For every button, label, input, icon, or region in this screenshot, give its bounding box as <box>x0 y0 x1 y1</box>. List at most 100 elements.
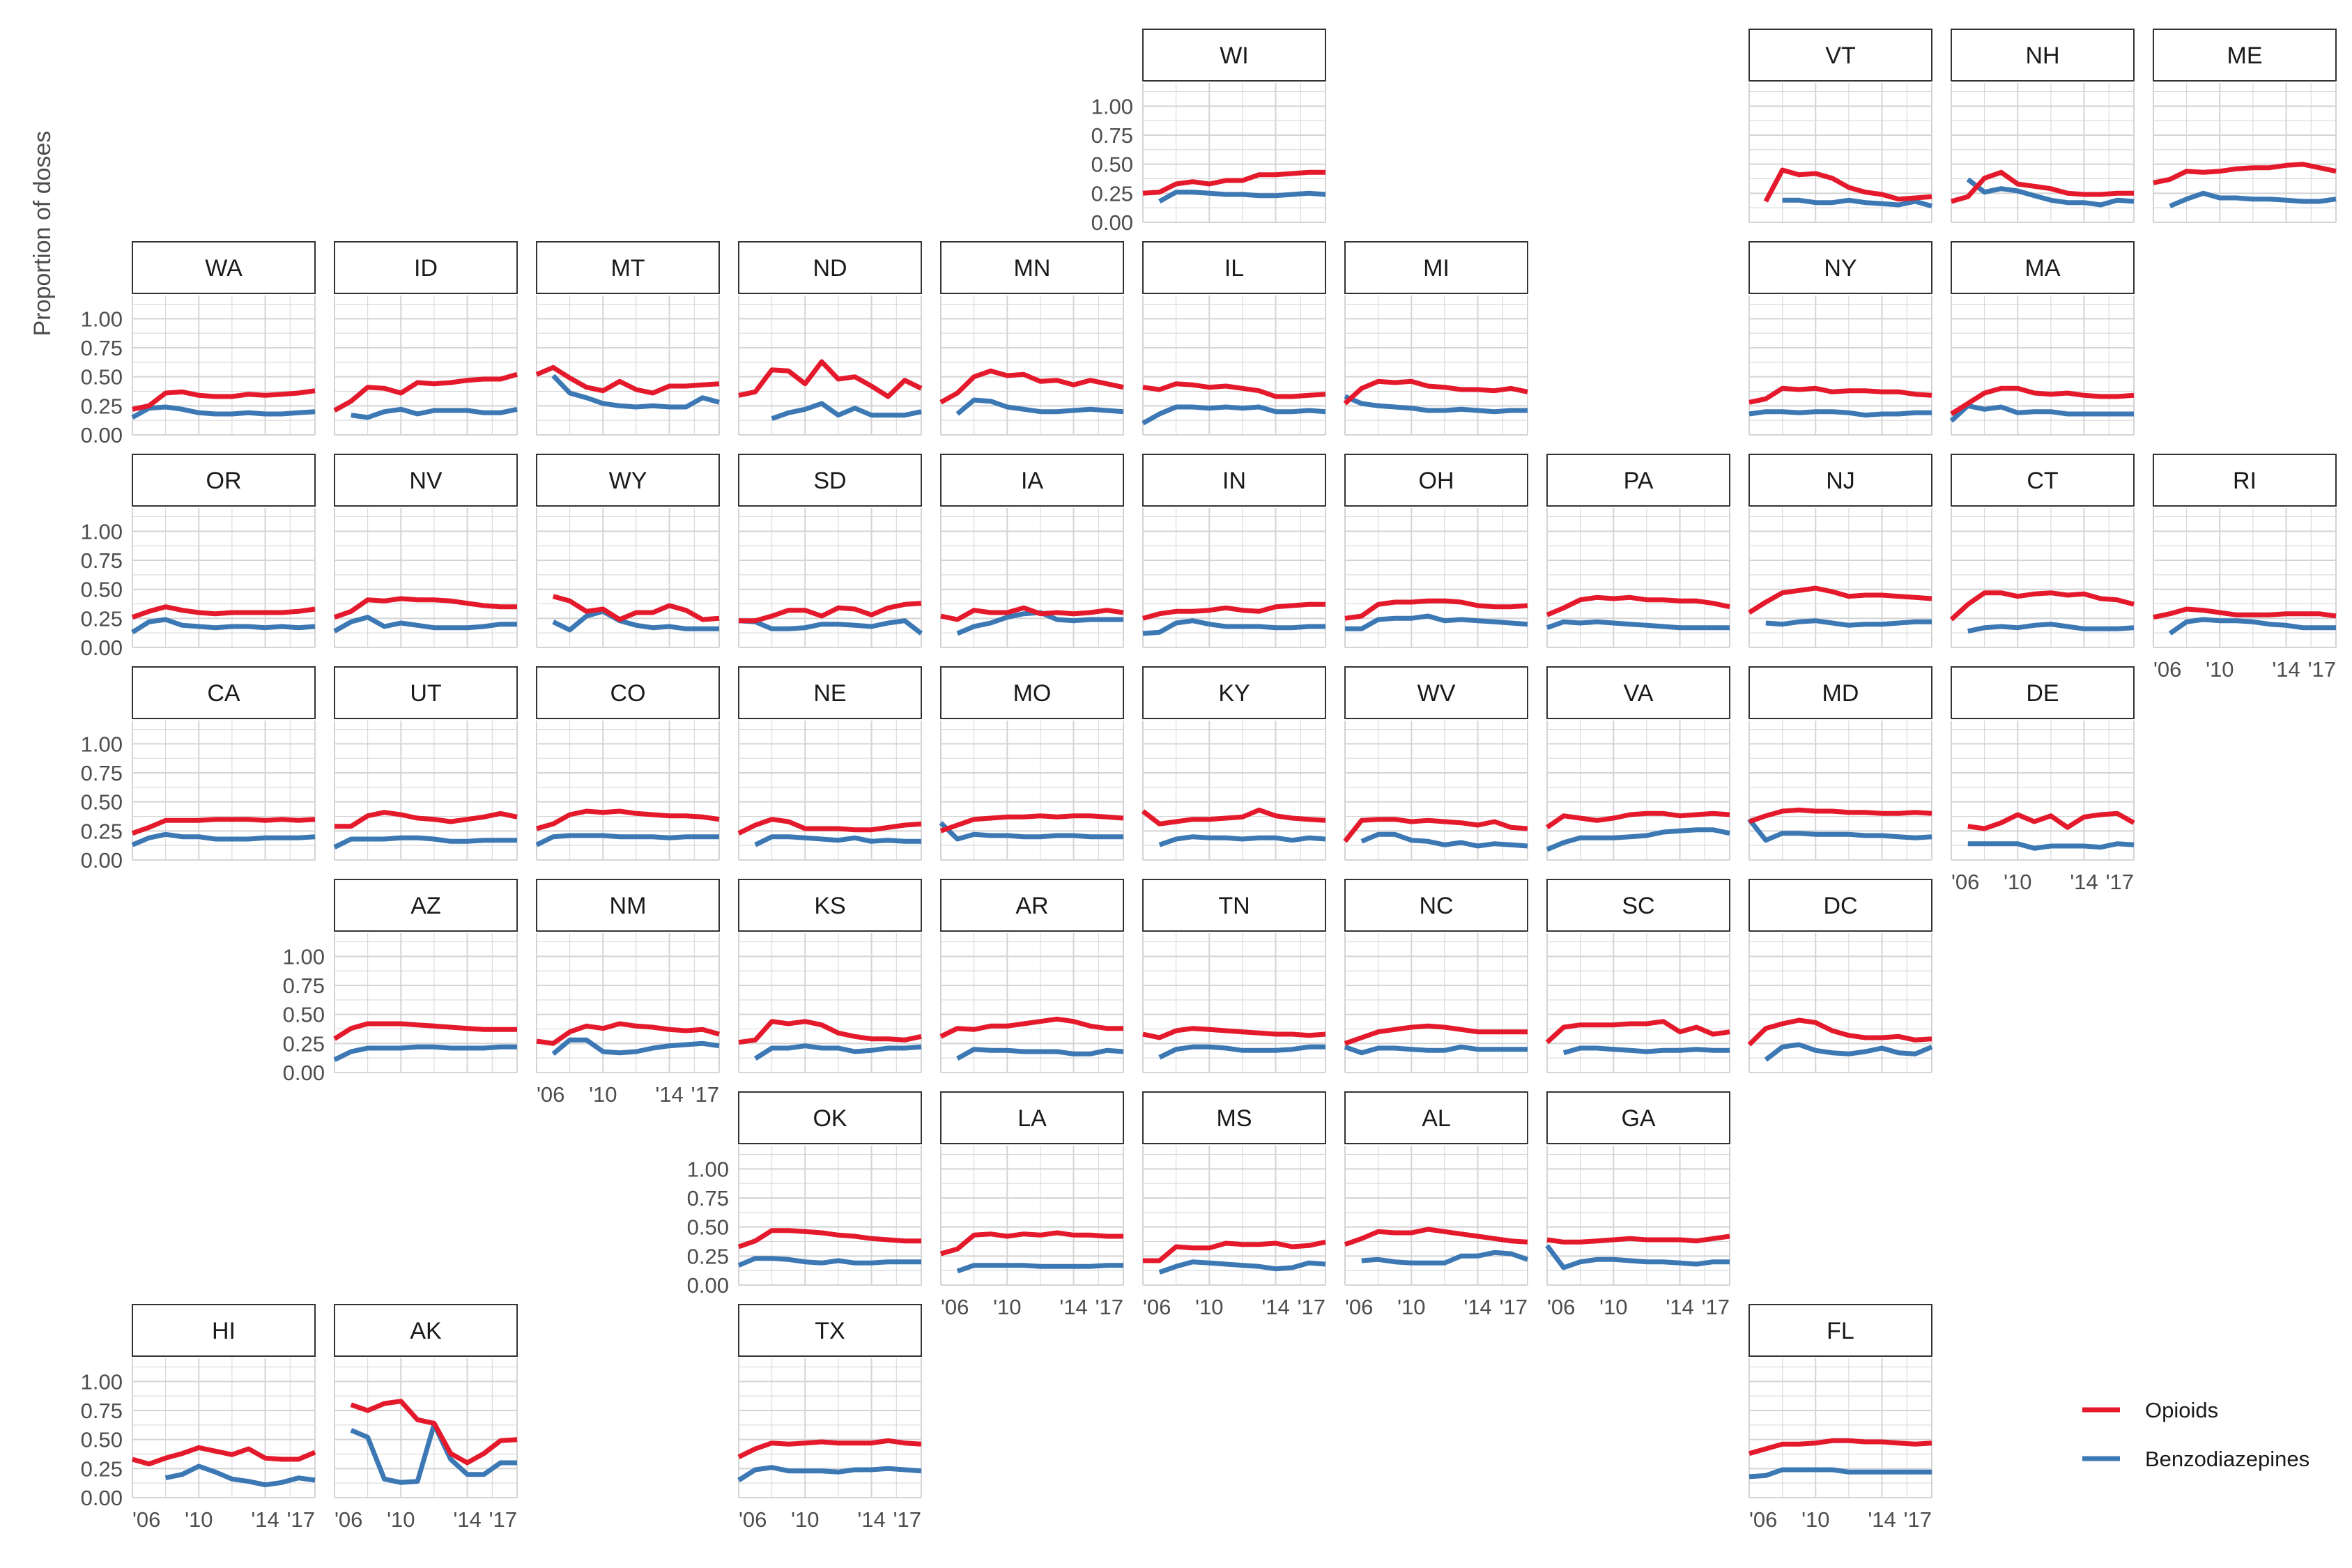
panel-ia: IA <box>940 454 1124 648</box>
strip-ne <box>738 666 922 719</box>
y-tick-label: 0.50 <box>81 1428 123 1452</box>
strip-label-vt: VT <box>1825 43 1855 69</box>
series-line-benzodiazepines-id <box>351 406 518 420</box>
panel-mn: MN <box>939 241 1124 436</box>
strip-label-il: IL <box>1224 255 1244 282</box>
panel-dc: DC <box>1747 879 1933 1073</box>
strip-wy <box>536 454 720 507</box>
series-line-benzodiazepines-mn <box>955 397 1124 416</box>
panel-mi: MI <box>1343 241 1528 436</box>
strip-label-tn: TN <box>1218 893 1250 919</box>
y-tick-label: 0.00 <box>81 423 123 447</box>
series-line-opioids-va <box>1545 810 1730 830</box>
panel-ak: AK '06 '10 '14 '17 <box>334 1304 518 1532</box>
strip-ny <box>1748 241 1932 294</box>
x-tick-label: '06 <box>1547 1295 1575 1319</box>
strip-label-ca: CA <box>207 680 240 707</box>
x-tick-label: '14 <box>1261 1295 1289 1319</box>
x-tick-label: '17 <box>1702 1295 1730 1319</box>
strip-label-nh: NH <box>2025 43 2059 69</box>
strip-fl <box>1748 1304 1932 1357</box>
y-tick-label: 1.00 <box>81 1369 123 1394</box>
x-tick-label: '17 <box>691 1082 719 1107</box>
x-tick-label: '10 <box>993 1295 1021 1319</box>
strip-in <box>1142 454 1326 507</box>
panel-sd: SD <box>738 454 923 648</box>
series-line-benzodiazepines-ms <box>1158 1259 1326 1275</box>
series-line-opioids-or <box>131 604 316 620</box>
legend: Opioids Benzodiazepines <box>2082 1398 2309 1471</box>
strip-de <box>1951 666 2135 719</box>
series-line-benzodiazepines-vt <box>1782 197 1932 209</box>
y-tick-label: 0.50 <box>283 1003 325 1027</box>
strip-hi <box>132 1304 316 1357</box>
panel-va: VA <box>1545 666 1730 861</box>
panel-ca: CA 0.00 0.25 0.50 0.75 1.00 <box>81 666 316 873</box>
series-line-opioids-al <box>1344 1227 1528 1247</box>
series-line-benzodiazepines-fl <box>1748 1467 1932 1479</box>
panel-oh: OH <box>1344 454 1528 648</box>
series-line-benzodiazepines-az <box>333 1044 517 1062</box>
x-tick-label: '06 <box>2153 657 2181 682</box>
panel-nv: NV <box>333 454 518 648</box>
series-line-opioids-in <box>1142 601 1325 621</box>
x-tick-label: '06 <box>739 1507 767 1532</box>
y-tick-label: 0.75 <box>81 761 123 785</box>
x-tick-label: '10 <box>589 1082 617 1107</box>
strip-mt <box>536 241 720 294</box>
x-tick-label: '17 <box>489 1507 517 1532</box>
x-tick-label: '10 <box>2206 657 2234 682</box>
panel-nc: NC <box>1344 879 1528 1073</box>
panel-id: ID <box>333 241 518 436</box>
strip-label-in: IN <box>1222 468 1246 494</box>
panel-ga: GA '06 '10 '14 '17 <box>1545 1091 1730 1319</box>
panel-ks: KS <box>738 879 922 1073</box>
x-tick-label: '14 <box>655 1082 683 1107</box>
series-line-benzodiazepines-nh <box>1966 177 2135 208</box>
series-line-opioids-ri <box>2153 606 2337 620</box>
y-tick-label: 0.00 <box>1091 210 1133 235</box>
x-tick-label: '10 <box>791 1507 819 1532</box>
series-line-benzodiazepines-dc <box>1764 1042 1933 1062</box>
strip-label-mo: MO <box>1013 680 1052 707</box>
x-tick-label: '06 <box>537 1082 564 1107</box>
panel-or: OR 0.00 0.25 0.50 0.75 1.00 <box>81 454 316 660</box>
series-line-benzodiazepines-nv <box>333 615 517 633</box>
legend-label-benzodiazepines: Benzodiazepines <box>2145 1447 2309 1471</box>
strip-label-oh: OH <box>1419 468 1454 494</box>
strip-label-or: OR <box>206 468 242 494</box>
x-tick-label: '14 <box>2272 657 2300 682</box>
strip-label-nv: NV <box>409 468 443 494</box>
y-tick-label: 0.75 <box>81 1399 123 1423</box>
strip-label-ut: UT <box>410 680 441 707</box>
series-line-benzodiazepines-nc <box>1344 1044 1528 1056</box>
series-line-opioids-md <box>1748 807 1932 824</box>
strip-il <box>1142 241 1326 294</box>
y-tick-label: 0.50 <box>81 790 123 815</box>
y-tick-label: 0.50 <box>1091 153 1133 177</box>
series-line-benzodiazepines-mt <box>551 374 720 410</box>
strip-ri <box>2153 454 2337 507</box>
y-tick-label: 0.25 <box>283 1031 325 1056</box>
y-tick-label: 0.00 <box>81 848 123 873</box>
strip-label-wi: WI <box>1220 43 1249 69</box>
y-tick-label: 0.00 <box>687 1273 729 1298</box>
series-line-opioids-ne <box>737 817 922 836</box>
strip-az <box>334 879 518 932</box>
series-line-opioids-id <box>333 371 518 413</box>
panel-me: ME <box>2153 29 2337 223</box>
series-line-opioids-tx <box>737 1438 922 1459</box>
strip-label-ct: CT <box>2027 468 2058 494</box>
series-line-benzodiazepines-wi <box>1158 190 1326 204</box>
series-line-benzodiazepines-ks <box>753 1043 922 1061</box>
strip-label-al: AL <box>1422 1105 1451 1132</box>
series-line-opioids-de <box>1967 810 2135 831</box>
x-tick-label: '17 <box>893 1507 921 1532</box>
panel-ne: NE <box>737 666 922 861</box>
strip-ma <box>1951 241 2135 294</box>
series-line-opioids-mo <box>939 813 1124 833</box>
series-line-benzodiazepines-de <box>1967 841 2135 851</box>
panel-pa: PA <box>1546 454 1730 648</box>
series-line-opioids-wy <box>552 594 720 622</box>
series-line-opioids-ct <box>1949 590 2135 622</box>
